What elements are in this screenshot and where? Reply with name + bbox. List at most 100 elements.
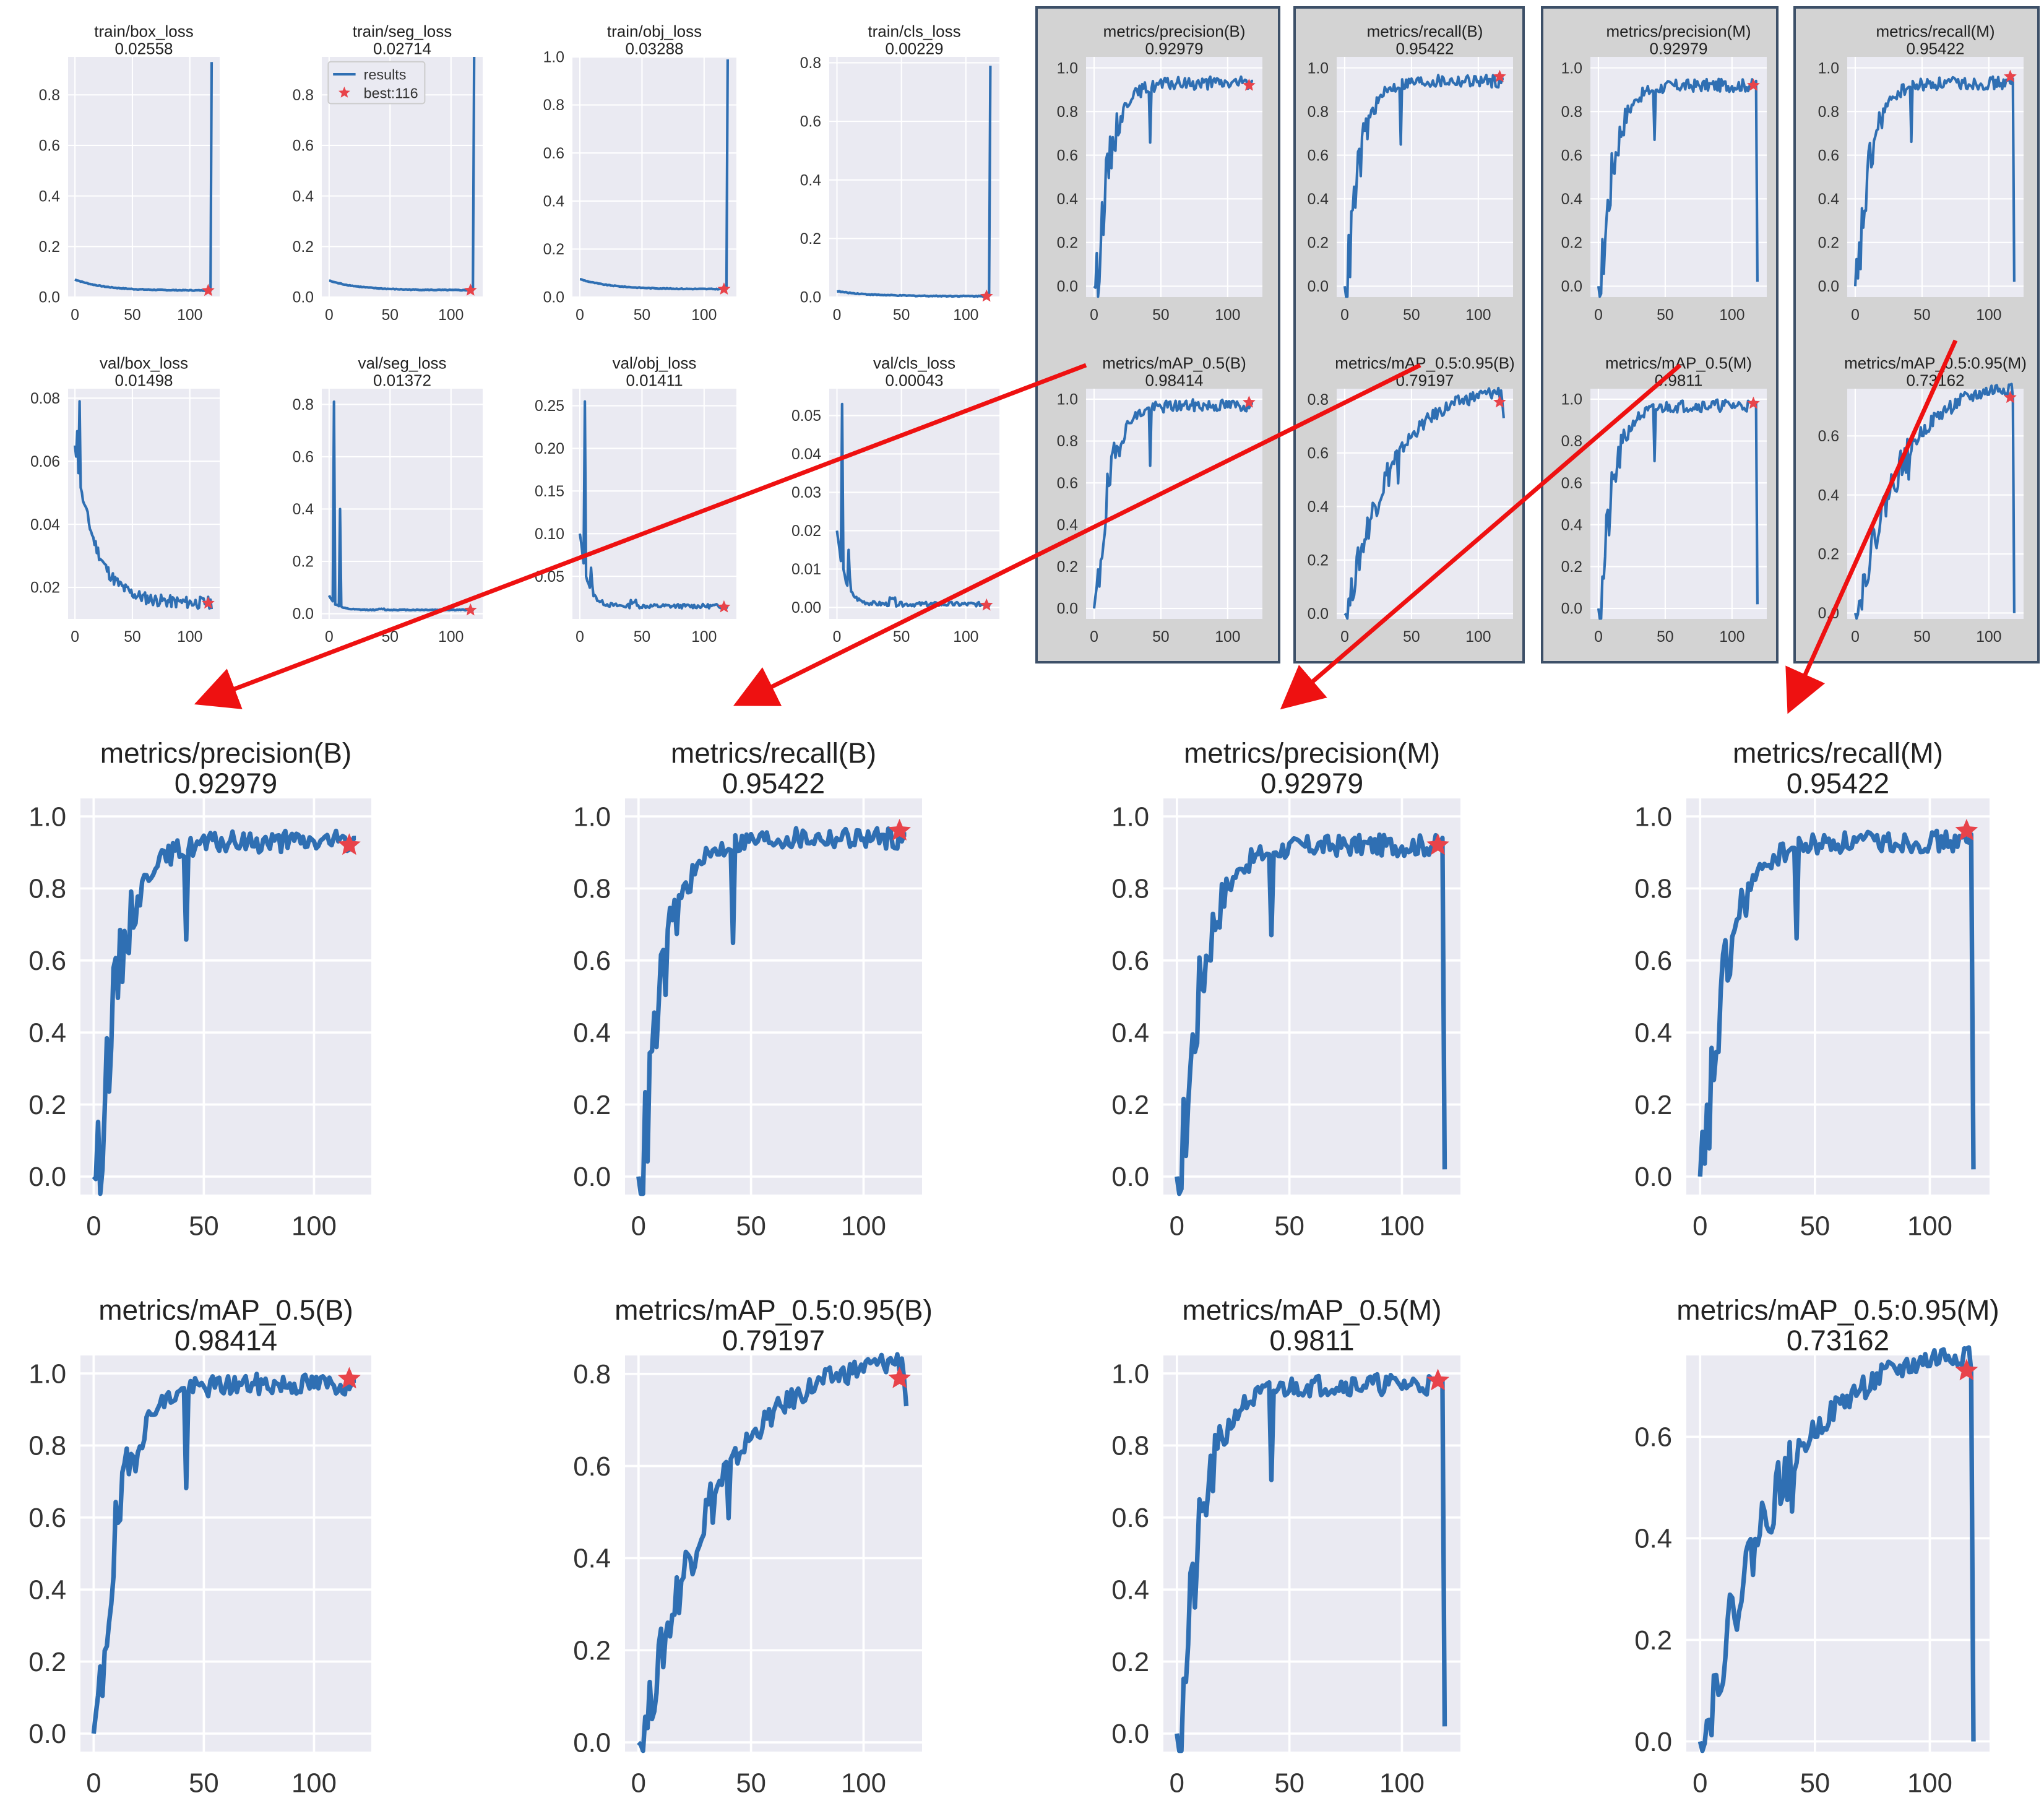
x-tick-label: 0 [86,1211,101,1242]
y-tick-label: 0.10 [535,526,564,543]
best-marker [1426,1368,1449,1391]
y-tick-label: 0.6 [1308,147,1329,164]
x-tick-label: 100 [1719,307,1744,324]
x-tick-label: 100 [953,629,978,646]
y-tick-label: 0.0 [1818,279,1839,295]
y-tick-label: 0.2 [1057,235,1078,251]
y-tick-label: 0.4 [293,501,314,518]
y-tick-label: 0.2 [1111,1090,1149,1120]
x-tick-label: 0 [1594,307,1603,324]
x-tick-label: 0 [833,629,842,646]
y-tick-label: 0.25 [535,398,564,415]
y-tick-label: 0.6 [1111,946,1149,976]
chart-title: metrics/recall(B) [671,737,876,769]
chart-title: metrics/mAP_0.5:0.95(M) [1844,354,2027,373]
legend-star-icon [339,86,350,98]
y-tick-label: 0.0 [800,290,821,306]
results-series-line [1697,828,1976,1177]
chart-title: metrics/precision(B) [1103,22,1246,41]
best-marker [888,819,911,841]
x-tick-label: 100 [691,629,717,646]
chart-panel-recall-B: metrics/recall(B)0.95422 0.0 0.2 0.4 0.6 0.8 1… [1308,22,1513,324]
chart-value-label: 0.03288 [626,39,684,58]
chart-value-label: 0.95422 [1396,39,1454,58]
x-tick-label: 50 [124,629,140,646]
y-tick-label: 0.8 [573,1359,611,1390]
x-tick-label: 0 [1340,307,1349,324]
chart-value-label: 0.95422 [1907,39,1965,58]
y-tick-label: 0.4 [1634,1524,1672,1554]
y-tick-label: 0.6 [39,138,60,155]
x-tick-label: 50 [736,1768,766,1799]
callout-arrow-4 [1785,339,1958,714]
plot-area [829,389,999,619]
y-tick-label: 0.8 [1057,104,1078,121]
x-tick-label: 50 [1274,1211,1304,1242]
y-tick-label: 0.15 [535,483,564,500]
x-tick-label: 0 [71,629,79,646]
chart-value-label: 0.00043 [886,371,944,389]
x-tick-label: 50 [1403,307,1420,324]
results-series-line [327,400,475,612]
plot-area [829,57,999,297]
y-tick-label: 0.0 [1634,1162,1672,1192]
chart-panel-recall-M: metrics/recall(M)0.95422 0.0 0.2 0.4 0.6 0.8 1… [1818,22,2024,324]
y-tick-label: 1.0 [1057,60,1078,77]
y-tick-label: 0.6 [1634,946,1672,976]
y-tick-label: 0.6 [800,114,821,131]
x-tick-label: 100 [438,307,464,324]
y-tick-label: 0.6 [1057,147,1078,164]
y-tick-label: 0.4 [39,188,60,205]
y-tick-label: 0.8 [293,87,314,104]
y-tick-label: 0.2 [543,241,564,258]
chart-title: train/cls_loss [868,22,960,41]
x-tick-label: 100 [1907,1768,1952,1799]
x-tick-label: 100 [1465,629,1491,646]
y-tick-label: 0.8 [1561,104,1582,121]
best-marker [717,282,731,295]
chart-value-label: 0.02558 [115,39,173,58]
chart-title: metrics/precision(M) [1184,737,1440,769]
plot-area [1086,389,1262,619]
best-marker [202,283,215,296]
y-tick-label: 0.8 [573,874,611,904]
y-tick-label: 0.6 [543,145,564,162]
x-tick-label: 100 [177,629,202,646]
y-tick-label: 0.0 [573,1727,611,1758]
chart-title: train/box_loss [94,22,193,41]
y-tick-label: 0.6 [293,449,314,466]
y-tick-label: 0.4 [1111,1018,1149,1048]
y-tick-label: 0.0 [573,1162,611,1192]
x-tick-label: 100 [291,1768,337,1799]
x-tick-label: 100 [1976,307,2001,324]
y-tick-label: 0.0 [1111,1719,1149,1749]
chart-value-label: 0.02714 [373,39,431,58]
y-tick-label: 0.0 [28,1162,66,1192]
x-tick-label: 50 [189,1211,219,1242]
y-tick-label: 0.8 [1111,874,1149,904]
y-tick-label: 0.6 [1818,428,1839,445]
chart-panel-mAP50-95-M: metrics/mAP_0.5:0.95(M)0.731620.00.20.40… [1818,354,2027,646]
y-tick-label: 0.4 [1561,191,1582,208]
plot-area [572,389,736,619]
x-tick-label: 50 [124,307,140,324]
chart-panel-precision-B: metrics/precision(B)0.92979 0.0 0.2 0.4 0.6 0… [1057,22,1262,324]
y-tick-label: 0.0 [28,1719,66,1749]
chart-title: metrics/precision(M) [1606,22,1751,41]
chart-panel-precision-M: metrics/precision(M)0.92979 0.0 0.2 0.4 0.6 0… [1561,22,1767,324]
best-marker [980,598,993,611]
y-tick-label: 0.4 [543,193,564,210]
x-tick-label: 50 [1913,307,1930,324]
y-tick-label: 0.02 [30,580,60,597]
y-tick-label: 0.05 [791,408,821,425]
y-tick-label: 0.4 [28,1575,66,1605]
plot-area [1847,389,2024,619]
x-tick-label: 100 [1215,629,1240,646]
chart-title: val/obj_loss [613,354,697,373]
plot-area [1163,798,1460,1195]
results-series-line [837,66,992,298]
chart-panel-mAP50-B: metrics/mAP_0.5(B)0.98414 0.0 0.2 0.4 0.6 0.8… [1057,354,1262,646]
